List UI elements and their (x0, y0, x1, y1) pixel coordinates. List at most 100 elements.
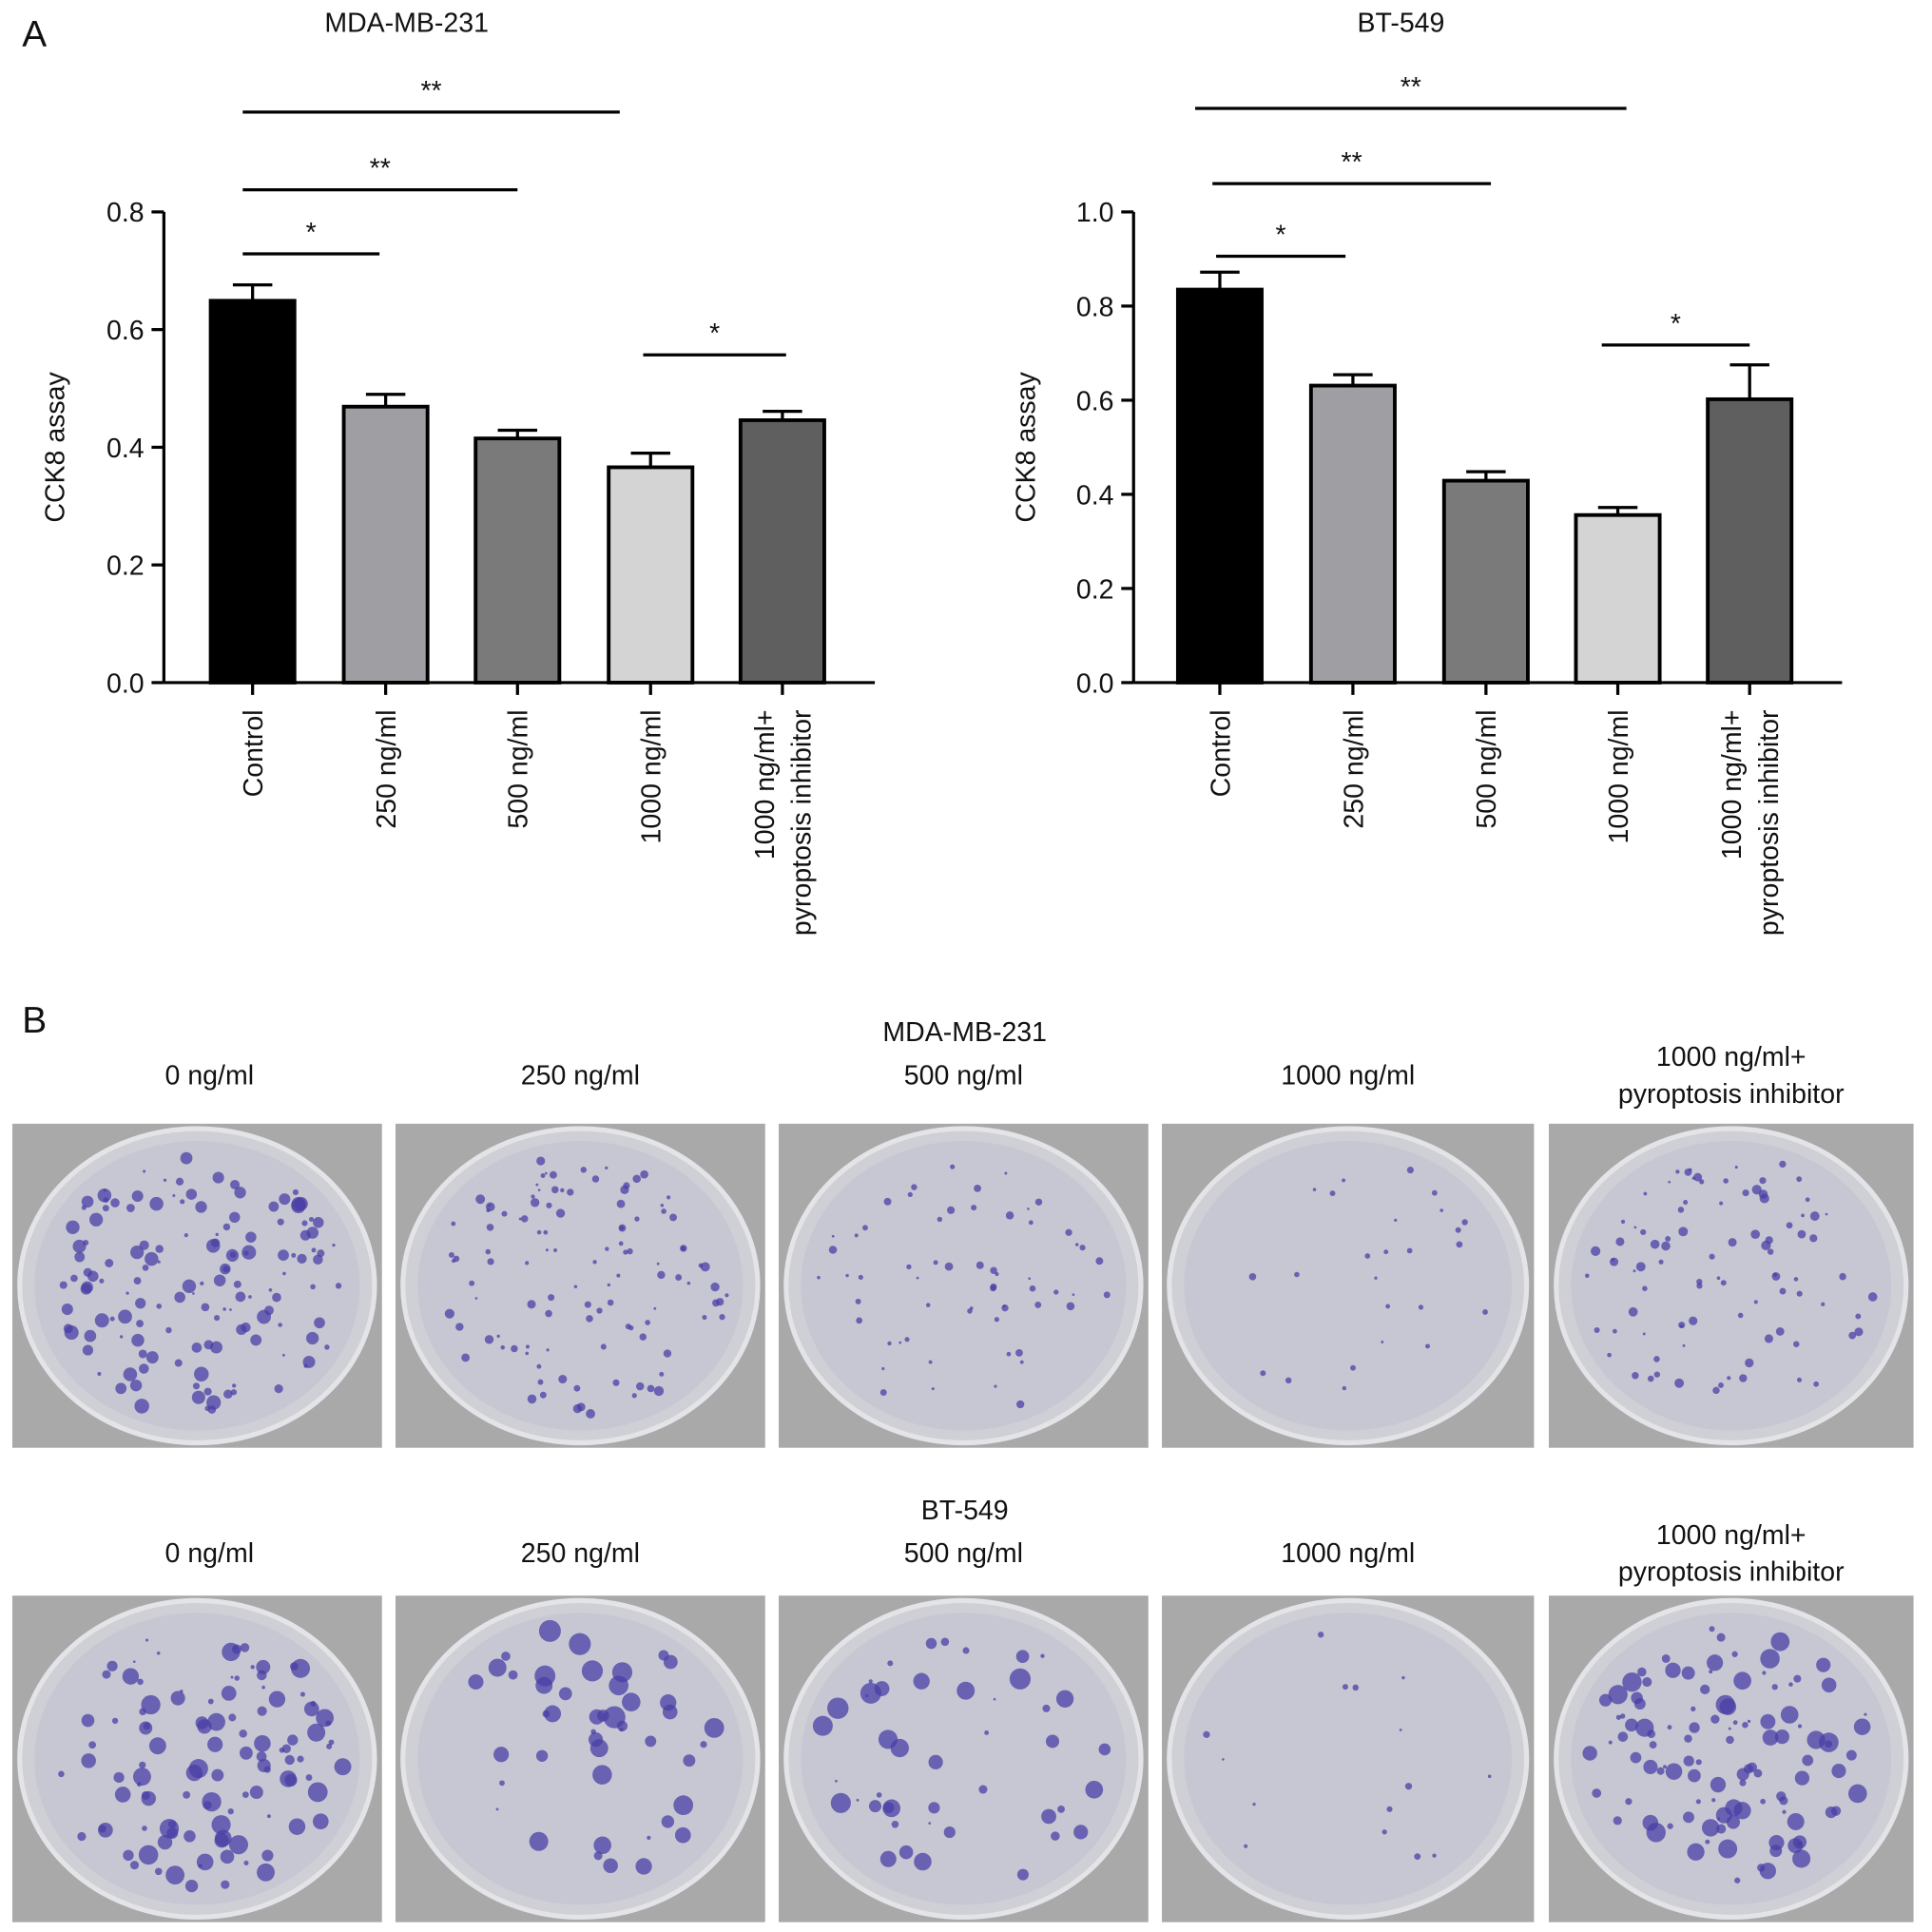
colony (214, 1833, 229, 1848)
colony (1718, 1839, 1738, 1859)
colony (185, 1188, 198, 1200)
colony (1425, 1343, 1430, 1349)
colony (254, 1734, 271, 1752)
colony (291, 1252, 297, 1258)
colony (1797, 1229, 1806, 1239)
x-tick-label: 1000 ng/ml+ pyroptosis inhibitor (750, 709, 818, 936)
colony (206, 1395, 222, 1410)
colony (719, 1314, 725, 1321)
colony (495, 1807, 499, 1811)
colony (1066, 1302, 1075, 1311)
colony (1839, 1272, 1846, 1281)
colony (499, 1780, 505, 1787)
colony (119, 1335, 124, 1339)
colony (113, 1771, 125, 1784)
colony (1650, 1239, 1660, 1249)
colony (1793, 1277, 1799, 1282)
colony (647, 1384, 655, 1393)
image-label: 1000 ng/ml (1281, 1060, 1415, 1091)
y-tick-label: 0.8 (106, 198, 145, 228)
colony (256, 1659, 271, 1674)
colony (1040, 1653, 1045, 1658)
colony (710, 1282, 720, 1292)
colony (1643, 1191, 1648, 1196)
colony (1667, 1725, 1672, 1730)
colony (83, 1267, 92, 1277)
colony (1855, 1313, 1862, 1320)
colony (527, 1300, 536, 1309)
colony (103, 1197, 109, 1203)
colony (1591, 1246, 1601, 1256)
colony (845, 1273, 849, 1278)
colony (1794, 1770, 1810, 1786)
colony (553, 1248, 558, 1252)
colony (906, 1264, 912, 1270)
colony (222, 1223, 231, 1231)
colony (660, 1204, 665, 1208)
colony (1364, 1253, 1371, 1259)
colony (1072, 1293, 1075, 1296)
colony (58, 1770, 65, 1778)
colony (898, 1341, 902, 1344)
colony (898, 1845, 914, 1860)
colony (623, 1182, 630, 1189)
colony (306, 1227, 319, 1239)
colony (830, 1792, 851, 1813)
colony (291, 1658, 311, 1678)
y-axis-label: CCK8 assay (40, 371, 70, 522)
colony (221, 1880, 230, 1889)
colony (1864, 1712, 1867, 1716)
colony (1608, 1685, 1628, 1705)
colony (596, 1307, 603, 1314)
colony (145, 1351, 159, 1364)
colony (132, 1660, 136, 1663)
colony (451, 1221, 456, 1227)
colony (520, 1215, 529, 1223)
x-tick-label: Control (1206, 709, 1236, 797)
colony (913, 1672, 930, 1690)
colony (184, 1879, 199, 1893)
colony (248, 1295, 252, 1299)
colony (994, 1317, 999, 1323)
colony (1745, 1358, 1754, 1368)
colony (201, 1303, 210, 1312)
colony (1103, 1291, 1111, 1299)
colony (1002, 1304, 1006, 1308)
colony (580, 1167, 588, 1173)
colony (724, 1293, 729, 1298)
colony (1775, 1326, 1785, 1336)
colony (245, 1231, 257, 1243)
colony (139, 1363, 149, 1374)
colony (165, 1326, 172, 1334)
colony (716, 1298, 724, 1306)
colony (1678, 1322, 1686, 1329)
colony (925, 1637, 937, 1650)
colony (1739, 1374, 1748, 1382)
colony (136, 1320, 144, 1328)
colony (560, 1188, 565, 1193)
colony (1635, 1718, 1654, 1737)
colony (534, 1665, 556, 1687)
colony (914, 1852, 932, 1871)
colony (1637, 1667, 1647, 1677)
colony (299, 1691, 305, 1697)
bar (1574, 512, 1662, 685)
colony (126, 1204, 135, 1212)
colony (228, 1713, 237, 1722)
chart-title: MDA-MB-231 (324, 9, 489, 39)
colony (220, 1849, 235, 1864)
colony (205, 1239, 221, 1253)
colony (1399, 1729, 1402, 1731)
colony (887, 1341, 892, 1346)
colony (211, 1768, 224, 1782)
colony (605, 1246, 609, 1251)
colony (549, 1170, 557, 1179)
colony (284, 1754, 295, 1766)
colony (1598, 1693, 1613, 1707)
colony (911, 1184, 918, 1190)
colony (214, 1315, 221, 1322)
colony (230, 1675, 234, 1679)
colony (535, 1183, 539, 1187)
colony (220, 1263, 231, 1275)
colony (990, 1285, 997, 1292)
